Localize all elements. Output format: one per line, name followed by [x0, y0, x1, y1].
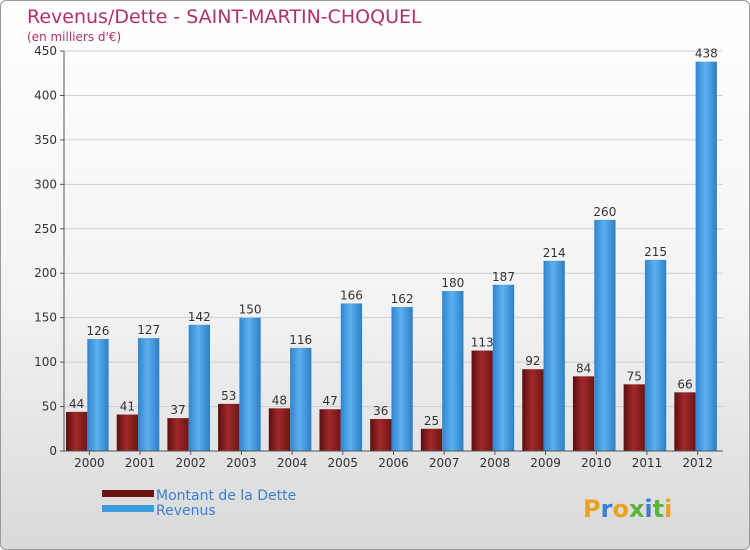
- value-label-debt: 48: [272, 393, 287, 407]
- value-label-debt: 36: [373, 404, 388, 418]
- value-label-debt: 84: [576, 361, 591, 375]
- bar-debt: [623, 384, 645, 451]
- y-tick-label: 200: [34, 266, 57, 280]
- value-label-revenus: 187: [492, 270, 515, 284]
- bar-debt: [522, 369, 544, 451]
- y-tick-label: 250: [34, 222, 57, 236]
- value-label-revenus: 180: [441, 276, 464, 290]
- bar-revenus: [442, 291, 464, 451]
- value-label-revenus: 142: [188, 310, 211, 324]
- bar-debt: [116, 414, 139, 451]
- value-label-revenus: 260: [593, 205, 616, 219]
- bars: [66, 61, 717, 452]
- bar-debt: [268, 408, 291, 451]
- x-tick-label: 2000: [74, 456, 105, 470]
- value-label-debt: 113: [471, 336, 494, 350]
- x-tick-label: 2005: [328, 456, 359, 470]
- legend-label-revenus: Revenus: [156, 503, 216, 519]
- bar-revenus: [290, 347, 312, 451]
- chart-subtitle: (en milliers d'€): [27, 30, 121, 44]
- value-label-revenus: 214: [543, 246, 566, 260]
- bar-revenus: [695, 61, 717, 452]
- y-tick-label: 50: [42, 400, 57, 414]
- bar-debt: [471, 350, 493, 451]
- value-label-debt: 66: [677, 377, 692, 391]
- x-tick-label: 2008: [480, 456, 511, 470]
- value-label-revenus: 162: [391, 292, 414, 306]
- x-tick-label: 2010: [581, 456, 612, 470]
- value-label-revenus: 166: [340, 288, 363, 302]
- y-tick-label: 400: [34, 88, 57, 102]
- value-label-revenus: 215: [644, 245, 667, 259]
- bar-revenus: [391, 307, 413, 451]
- legend-swatch-revenus: [102, 505, 154, 512]
- y-tick-label: 450: [34, 44, 57, 58]
- legend-label-debt: Montant de la Dette: [156, 488, 296, 504]
- bar-revenus: [492, 284, 515, 451]
- bar-debt: [167, 418, 189, 451]
- y-tick-label: 100: [34, 355, 57, 369]
- x-tick-label: 2007: [429, 456, 460, 470]
- bar-revenus: [87, 339, 109, 451]
- value-labels: 44 126 41 127 37 142 53 150 48 116 47 166 36 162 25 180…: [69, 47, 718, 428]
- value-label-revenus: 116: [289, 333, 312, 347]
- bar-revenus: [188, 324, 210, 451]
- bar-debt: [420, 428, 443, 451]
- bar-debt: [674, 392, 696, 451]
- y-tick-label: 300: [34, 177, 57, 191]
- x-tick-label: 2009: [530, 456, 561, 470]
- bar-debt: [370, 419, 392, 451]
- x-tick-label: 2011: [632, 456, 663, 470]
- bar-revenus: [543, 260, 565, 451]
- value-label-debt: 41: [120, 400, 135, 414]
- y-tick-label: 0: [49, 444, 57, 458]
- grid: [64, 50, 723, 408]
- proxiti-logo: Proxiti: [583, 495, 672, 523]
- legend: Montant de la Dette Revenus: [102, 488, 296, 519]
- value-label-revenus: 150: [239, 303, 262, 317]
- bar-debt: [218, 403, 240, 451]
- value-label-debt: 25: [424, 414, 439, 428]
- x-tick-label: 2004: [277, 456, 308, 470]
- bar-revenus: [138, 338, 160, 451]
- value-label-revenus: 127: [137, 323, 160, 337]
- logo-text: Proxiti: [583, 495, 672, 523]
- bar-debt: [66, 411, 88, 451]
- x-tick-label: 2012: [682, 456, 713, 470]
- value-label-revenus: 126: [87, 324, 110, 338]
- value-label-revenus: 438: [695, 47, 718, 61]
- y-axis-ticks: 0 50 100 150 200 250 300 350 400 450: [34, 44, 64, 458]
- x-tick-label: 2002: [175, 456, 206, 470]
- bar-revenus: [644, 259, 667, 451]
- y-tick-label: 350: [34, 133, 57, 147]
- x-axis-ticks: 2000 2001 2002 2003 2004 2005 2006 2007 2008 2009…: [74, 451, 713, 470]
- bar-debt: [319, 409, 341, 451]
- x-tick-label: 2003: [226, 456, 257, 470]
- bar-revenus: [340, 303, 363, 451]
- x-tick-label: 2006: [378, 456, 409, 470]
- value-label-debt: 44: [69, 397, 84, 411]
- value-label-debt: 75: [627, 369, 642, 383]
- bar-revenus: [594, 219, 616, 451]
- bar-revenus: [239, 317, 261, 451]
- bar-debt: [572, 376, 595, 451]
- chart-title: Revenus/Dette - SAINT-MARTIN-CHOQUEL: [27, 6, 422, 28]
- value-label-debt: 92: [525, 354, 540, 368]
- y-tick-label: 150: [34, 311, 57, 325]
- value-label-debt: 47: [322, 394, 337, 408]
- legend-swatch-debt: [102, 490, 154, 497]
- value-label-debt: 53: [221, 389, 236, 403]
- x-tick-label: 2001: [125, 456, 156, 470]
- value-label-debt: 37: [170, 403, 185, 417]
